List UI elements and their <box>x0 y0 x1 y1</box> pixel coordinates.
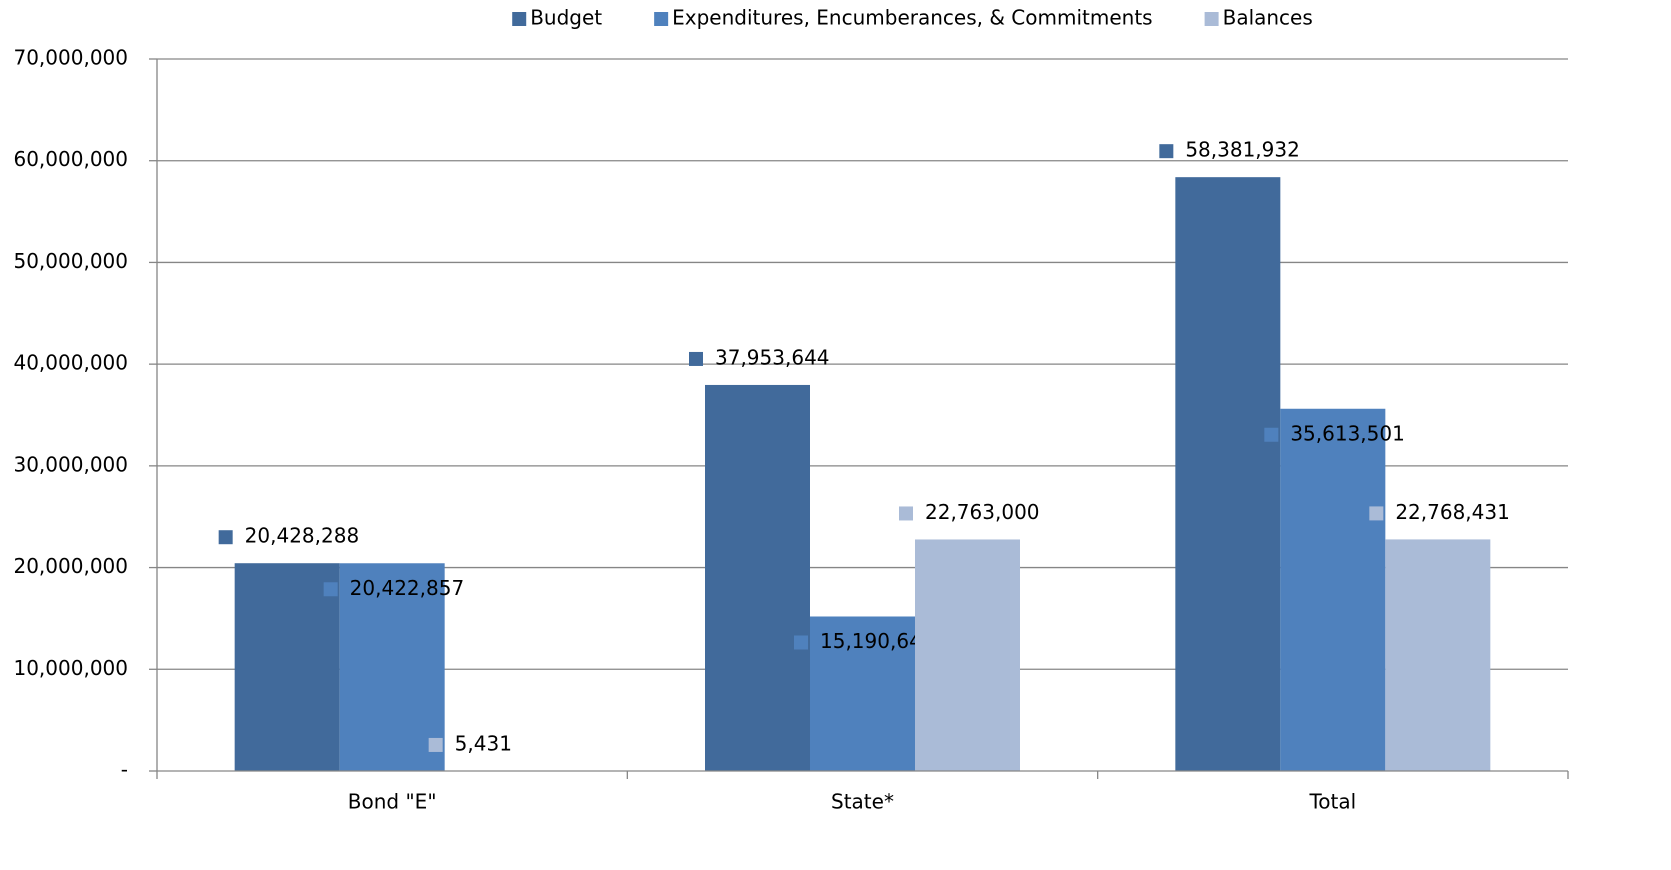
y-tick-label: 10,000,000 <box>13 656 128 680</box>
bar <box>1280 408 1386 771</box>
y-tick-label: 40,000,000 <box>13 351 128 375</box>
x-tick-label: State* <box>831 790 894 814</box>
data-label: 20,422,857 <box>350 576 465 600</box>
data-label-marker <box>689 351 703 366</box>
data-label-marker <box>1159 144 1174 159</box>
data-label-marker <box>218 530 233 545</box>
data-label-marker <box>1369 506 1384 521</box>
data-label: 5,431 <box>455 731 512 755</box>
y-tick-label: 20,000,000 <box>13 554 128 578</box>
legend-swatch <box>512 12 527 26</box>
data-label: 22,763,000 <box>925 500 1040 524</box>
data-label-marker <box>899 506 913 521</box>
data-label-marker <box>794 635 808 650</box>
y-tick-label: 60,000,000 <box>13 147 128 171</box>
data-label-marker <box>1264 427 1279 442</box>
data-label-marker <box>428 737 443 752</box>
data-label: 58,381,932 <box>1185 138 1300 162</box>
bar <box>339 563 445 771</box>
data-label: 22,768,431 <box>1395 500 1510 524</box>
legend-swatch <box>654 12 669 26</box>
data-label-marker <box>323 582 338 597</box>
data-label: 20,428,288 <box>245 524 360 548</box>
bar <box>705 384 810 771</box>
x-tick-label: Total <box>1308 790 1356 814</box>
legend-label: Expenditures, Encumberances, & Commitmen… <box>672 6 1152 30</box>
legend-label: Budget <box>530 6 602 30</box>
bar <box>234 563 340 771</box>
legend-swatch <box>1204 12 1219 26</box>
y-tick-label: - <box>121 758 128 782</box>
bar <box>915 539 1020 771</box>
bar <box>1385 539 1491 771</box>
y-tick-label: 50,000,000 <box>13 249 128 273</box>
x-tick-label: Bond "E" <box>348 790 437 814</box>
data-label: 35,613,501 <box>1290 421 1405 445</box>
y-tick-label: 30,000,000 <box>13 452 128 476</box>
bar <box>1175 177 1281 771</box>
data-label: 37,953,644 <box>715 345 830 369</box>
y-tick-label: 70,000,000 <box>13 46 128 70</box>
bar <box>810 616 915 771</box>
legend-label: Balances <box>1223 6 1313 30</box>
